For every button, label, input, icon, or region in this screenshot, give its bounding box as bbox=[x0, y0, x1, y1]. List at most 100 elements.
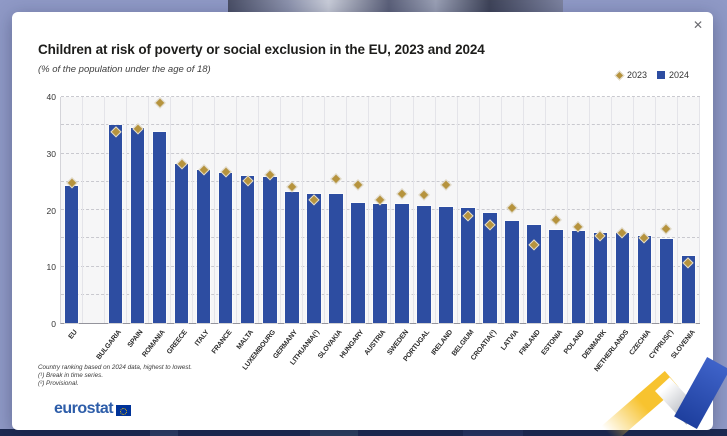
bar-column-czechia bbox=[634, 97, 656, 323]
legend-item-2024: 2024 bbox=[656, 70, 689, 80]
close-icon[interactable]: ✕ bbox=[692, 18, 704, 32]
bar-2024 bbox=[307, 193, 321, 323]
bar-2024 bbox=[659, 238, 674, 323]
bar-column-croatia bbox=[480, 97, 502, 323]
bar-column-spain bbox=[127, 97, 150, 323]
eurostat-logo-text: eurostat bbox=[54, 400, 114, 417]
bar-column-germany bbox=[281, 97, 304, 323]
gridline bbox=[61, 152, 700, 154]
chart-title: Children at risk of poverty or social ex… bbox=[38, 42, 485, 57]
bar-column-malta bbox=[237, 97, 260, 323]
infographic-modal: ✕ Children at risk of poverty or social … bbox=[12, 12, 713, 430]
legend-item-2023: 2023 bbox=[614, 70, 647, 80]
x-axis-label: BULGARIA bbox=[95, 329, 123, 362]
chart-legend: 2023 2024 bbox=[614, 70, 689, 80]
x-axis-label: AUSTRIA bbox=[363, 329, 388, 357]
bar-column-belgium bbox=[458, 97, 480, 323]
gridline bbox=[61, 180, 700, 182]
x-axis-label: ROMANIA bbox=[141, 329, 167, 359]
diamond-2023 bbox=[440, 179, 452, 190]
legend-label: 2023 bbox=[626, 70, 647, 80]
bar-2024 bbox=[549, 229, 563, 323]
bar-2024 bbox=[571, 230, 585, 323]
x-axis-label: ITALY bbox=[194, 329, 211, 348]
diamond-icon bbox=[614, 70, 625, 80]
eurostat-logo: eurostat bbox=[54, 400, 132, 418]
bar-2024 bbox=[417, 206, 431, 323]
gridline bbox=[61, 124, 700, 126]
diamond-2023 bbox=[506, 201, 518, 213]
bar-column-italy bbox=[193, 97, 216, 323]
footnote-line: (¹) Break in time series. bbox=[38, 372, 104, 379]
gridline bbox=[61, 96, 700, 97]
bar-2024 bbox=[130, 127, 145, 323]
bar-2024 bbox=[329, 194, 343, 323]
bar-column-lithuania bbox=[303, 97, 326, 323]
bar-column-luxembourg bbox=[259, 97, 282, 323]
bar-column-poland bbox=[568, 97, 590, 323]
bar-column-greece bbox=[171, 97, 194, 323]
diamond-2023 bbox=[286, 180, 298, 192]
bar-2024 bbox=[681, 256, 696, 323]
bar-column-latvia bbox=[502, 97, 524, 323]
y-tick-label: 10 bbox=[46, 262, 56, 273]
bar-2024 bbox=[219, 173, 233, 323]
bar-column-hungary bbox=[347, 97, 370, 323]
y-tick-label: 40 bbox=[46, 92, 56, 102]
bar-column-france bbox=[215, 97, 238, 323]
bar-column-finland bbox=[524, 97, 546, 323]
legend-label: 2024 bbox=[668, 70, 689, 80]
square-icon bbox=[656, 71, 665, 79]
bar-2024 bbox=[483, 213, 497, 323]
background-photo bbox=[228, 0, 563, 13]
page-bottom-bar bbox=[0, 429, 727, 436]
chart-subtitle: (% of the population under the age of 18… bbox=[38, 64, 211, 75]
bar-column-estonia bbox=[546, 97, 568, 323]
footnote-line: Country ranking based on 2024 data, high… bbox=[38, 364, 193, 371]
bar-2024 bbox=[263, 176, 277, 323]
footnotes: Country ranking based on 2024 data, high… bbox=[38, 364, 192, 388]
bar-2024 bbox=[351, 202, 365, 323]
bar-2024 bbox=[64, 186, 79, 323]
diamond-2023 bbox=[550, 213, 562, 225]
bar-2024 bbox=[373, 204, 387, 323]
footnote-line: (²) Provisional. bbox=[38, 380, 79, 387]
bar-2024 bbox=[152, 132, 167, 323]
x-axis-label: EU bbox=[67, 329, 79, 341]
bar-column-romania bbox=[149, 97, 172, 323]
diamond-2023 bbox=[418, 188, 430, 200]
bar-2024 bbox=[108, 124, 123, 323]
diamond-2023 bbox=[154, 97, 165, 108]
bar-column-bulgaria bbox=[105, 97, 128, 323]
bar-column-ireland bbox=[436, 97, 458, 323]
x-axis-label: SPAIN bbox=[127, 329, 145, 349]
bar-column-sweden bbox=[391, 97, 414, 323]
bar-2024 bbox=[174, 164, 189, 323]
y-tick-label: 30 bbox=[46, 148, 56, 159]
bar-column-slovenia bbox=[678, 97, 700, 323]
bar-column-denmark bbox=[590, 97, 612, 323]
bottom-bar-segment bbox=[463, 429, 523, 436]
x-axis-label: MALTA bbox=[235, 329, 256, 352]
x-axis-label: POLAND bbox=[563, 329, 587, 356]
bar-2024 bbox=[527, 224, 541, 323]
bar-2024 bbox=[241, 175, 255, 323]
bar-2024 bbox=[615, 233, 630, 323]
plot-area bbox=[60, 96, 700, 324]
bar-column-portugal bbox=[414, 97, 436, 323]
bar-column-netherlands bbox=[612, 97, 634, 323]
diamond-2023 bbox=[661, 222, 672, 234]
diamond-2023 bbox=[330, 173, 342, 184]
bar-column-slovakia bbox=[325, 97, 348, 323]
bar-column-cyprus bbox=[656, 97, 678, 323]
bar-column-austria bbox=[369, 97, 392, 323]
diamond-2023 bbox=[352, 178, 364, 190]
bar-2024 bbox=[285, 191, 299, 323]
x-axis-label: CZECHIA bbox=[628, 329, 653, 357]
diamond-2023 bbox=[396, 188, 408, 199]
bar-column-eu bbox=[61, 97, 84, 323]
bar-2024 bbox=[593, 232, 607, 323]
x-axis-label: GREECE bbox=[165, 329, 189, 356]
spacer-column bbox=[83, 97, 106, 323]
eu-flag-icon bbox=[116, 405, 132, 416]
